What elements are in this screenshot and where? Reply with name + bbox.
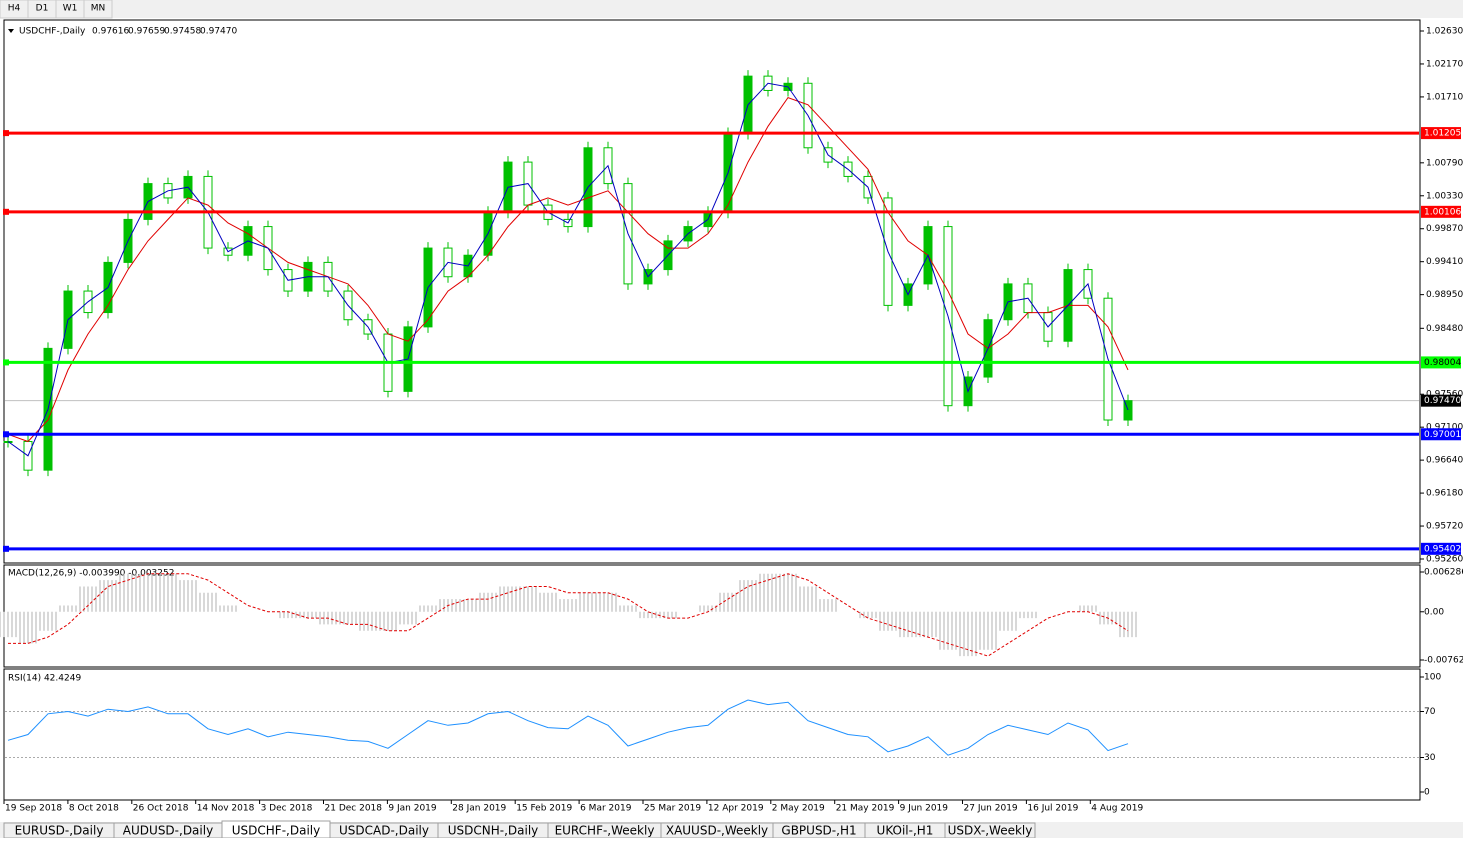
level-box (1421, 205, 1461, 218)
level-handle[interactable] (3, 359, 9, 366)
menu-arrow[interactable] (8, 29, 14, 33)
ma-fast (7, 82, 1129, 457)
tab-label[interactable]: EURCHF-,Weekly (555, 824, 655, 838)
time-label: 9 Jun 2019 (900, 804, 949, 814)
candle (1123, 400, 1133, 421)
time-label: 6 Mar 2019 (580, 804, 632, 814)
toolbar (0, 0, 1463, 18)
y-tick-label: 1.00790 (1426, 158, 1463, 168)
y-tick-label: 0.99870 (1426, 224, 1463, 234)
rsi-line (7, 699, 1129, 756)
time-label: 21 Dec 2018 (325, 804, 383, 814)
ohlc-value: 0.97616 (92, 27, 129, 37)
y-tick-label: 0.99410 (1426, 257, 1463, 267)
time-label: 8 Oct 2018 (69, 804, 119, 814)
symbol: USDCHF-,Daily (19, 27, 86, 37)
price-panel (3, 19, 1421, 564)
timeframe-label[interactable]: MN (91, 4, 106, 14)
y-tick-label: 0 (1424, 788, 1430, 798)
time-label: 12 Apr 2019 (708, 804, 764, 814)
time-label: 27 Jun 2019 (964, 804, 1018, 814)
tab-label[interactable]: USDCAD-,Daily (339, 824, 429, 838)
time-label: 3 Dec 2018 (261, 804, 313, 814)
level-handle[interactable] (3, 208, 9, 215)
y-tick-label: 0.97100 (1426, 423, 1463, 433)
level-label: 1.01205 (1424, 129, 1461, 139)
tab-label[interactable]: GBPUSD-,H1 (781, 824, 856, 838)
timeframe-label[interactable]: H4 (8, 4, 21, 14)
level-box (1421, 542, 1461, 555)
level-box (1421, 428, 1461, 441)
y-tick-label: 1.01710 (1426, 92, 1463, 102)
level-label: 0.97001 (1424, 430, 1461, 440)
y-tick-label: 0.96180 (1426, 489, 1463, 499)
time-label: 16 Jul 2019 (1027, 804, 1078, 814)
time-label: 19 Sep 2018 (5, 804, 62, 814)
level-box (1421, 356, 1461, 369)
time-label: 9 Jan 2019 (388, 804, 436, 814)
ohlc-value: 0.97659 (128, 27, 165, 37)
y-tick-label: 100 (1424, 673, 1441, 683)
rsi-panel (3, 668, 1421, 801)
y-tick-label: 1.02630 (1426, 27, 1463, 37)
y-tick-label: 0.98950 (1426, 290, 1463, 300)
level-label: 1.00106 (1424, 207, 1461, 217)
time-label: 14 Nov 2018 (197, 804, 255, 814)
y-tick-label: 0.95260 (1426, 555, 1463, 565)
time-label: 28 Jan 2019 (452, 804, 506, 814)
current-price-label: 0.97470 (1424, 396, 1461, 406)
level-handle[interactable] (3, 431, 9, 438)
timeframe-label[interactable]: D1 (36, 4, 49, 14)
tab-label[interactable]: USDX-,Weekly (948, 824, 1033, 838)
level-label: 0.98004 (1424, 358, 1461, 368)
y-tick-label: 0.98480 (1426, 324, 1463, 334)
ohlc-value: 0.97458 (164, 27, 201, 37)
ohlc-value: 0.97470 (200, 27, 237, 37)
tab-label[interactable]: USDCNH-,Daily (448, 824, 539, 838)
time-label: 15 Feb 2019 (516, 804, 572, 814)
y-tick-label: 1.00330 (1426, 191, 1463, 201)
y-tick-label: 1.02170 (1426, 59, 1463, 69)
rsi-title: RSI(14) 42.4249 (8, 674, 81, 684)
y-tick-label: 0.00 (1424, 607, 1444, 617)
level-handle[interactable] (3, 545, 9, 552)
y-tick-label: 0.95720 (1426, 522, 1463, 532)
time-label: 21 May 2019 (836, 804, 895, 814)
time-label: 2 May 2019 (772, 804, 825, 814)
macd-panel (3, 564, 1421, 668)
ma-slow (7, 96, 1129, 443)
current-price-box (1421, 394, 1461, 407)
timeframe-button[interactable] (83, 0, 113, 19)
y-tick-label: 70 (1424, 707, 1436, 717)
macd-signal (8, 573, 1129, 657)
y-tick-label: 30 (1424, 753, 1436, 763)
time-label: 4 Aug 2019 (1091, 804, 1143, 814)
macd-title: MACD(12,26,9) -0.003990 -0.003252 (8, 569, 174, 579)
level-label: 0.95402 (1424, 544, 1461, 554)
y-tick-label: 0.96640 (1426, 456, 1463, 466)
tab-label[interactable]: EURUSD-,Daily (15, 824, 104, 838)
tab-label[interactable]: UKOil-,H1 (877, 824, 934, 838)
y-tick-label: 0.006286 (1424, 568, 1463, 578)
level-box (1421, 127, 1461, 140)
time-label: 26 Oct 2018 (133, 804, 189, 814)
level-handle[interactable] (3, 130, 9, 137)
timeframe-label[interactable]: W1 (63, 4, 78, 14)
tab-label[interactable]: AUDUSD-,Daily (123, 824, 213, 838)
tab-label[interactable]: XAUUSD-,Weekly (666, 824, 768, 838)
time-label: 25 Mar 2019 (644, 804, 701, 814)
tab-label[interactable]: USDCHF-,Daily (232, 824, 320, 838)
y-tick-label: -0.00762 (1424, 656, 1463, 666)
